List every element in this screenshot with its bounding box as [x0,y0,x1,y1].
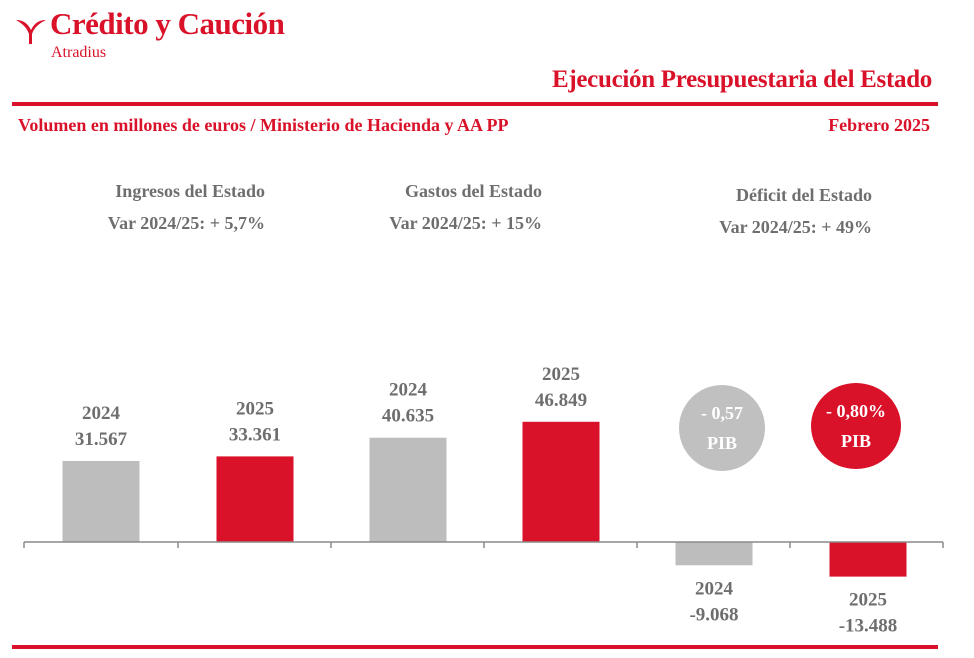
pib-value-2025: - 0,80% [826,401,886,421]
footer-rule [12,645,938,649]
brand-subtitle: Atradius [51,44,107,61]
group-variation-deficit: Var 2024/25: + 49% [719,217,872,237]
bar-value-label-4: -9.068 [689,604,738,625]
bar-value-label-1: 33.361 [229,424,281,445]
group-title-ingresos: Ingresos del Estado [115,181,265,201]
bar-value-label-3: 46.849 [535,390,587,411]
bar-value-label-5: -13.488 [839,616,898,637]
report-subtitle: Volumen en millones de euros / Ministeri… [18,115,509,135]
bar-0 [62,461,140,542]
bar-year-label-5: 2025 [849,590,887,611]
pib-unit-2024: PIB [706,433,737,453]
report-title: Ejecución Presupuestaria del Estado [551,66,932,93]
atradius-logo-icon [16,20,46,44]
bar-3 [522,421,600,542]
pib-unit-2025: PIB [840,431,871,451]
bar-1 [216,456,294,542]
group-title-deficit: Déficit del Estado [736,185,872,205]
group-variation-gastos: Var 2024/25: + 15% [389,213,542,233]
pib-circle-2024: - 0,57 PIB [679,385,765,471]
pib-circle-2025: - 0,80% PIB [811,383,901,469]
bar-year-label-2: 2024 [389,380,428,401]
bar-2 [369,437,447,542]
brand-name: Crédito y Caución [50,6,285,41]
group-title-gastos: Gastos del Estado [404,181,542,201]
bar-value-label-0: 31.567 [75,429,128,450]
bar-year-label-0: 2024 [82,403,121,424]
group-variation-ingresos: Var 2024/25: + 5,7% [107,213,265,233]
bar-4 [675,542,753,566]
report-date: Febrero 2025 [828,115,930,135]
bar-value-label-2: 40.635 [382,406,434,427]
bar-year-label-3: 2025 [542,364,580,385]
bar-year-label-1: 2025 [236,398,274,419]
bar-year-label-4: 2024 [695,578,734,599]
bar-5 [829,542,907,577]
header-rule [12,102,938,106]
pib-value-2024: - 0,57 [701,403,743,423]
